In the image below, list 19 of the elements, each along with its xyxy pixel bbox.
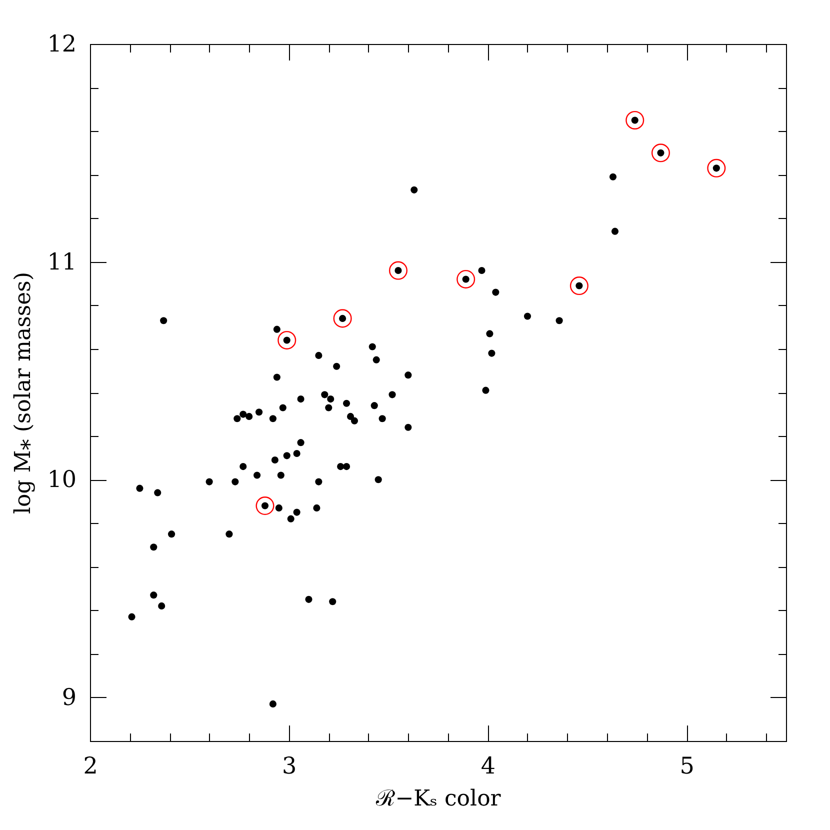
x-axis-title: ℛ−Kₛ color — [375, 786, 502, 812]
y-tick-label: 11 — [47, 249, 76, 276]
point — [256, 496, 274, 516]
y-tick-label: 12 — [47, 32, 76, 58]
point — [626, 110, 644, 130]
point — [707, 158, 726, 178]
point — [278, 330, 296, 350]
point — [456, 270, 476, 288]
x-tick-label: 2 — [83, 754, 98, 780]
y-tick-label: 10 — [47, 467, 76, 494]
point — [333, 309, 352, 328]
x-tick-label: 4 — [480, 754, 496, 780]
point — [388, 261, 408, 280]
point — [570, 276, 588, 296]
x-tick-label: 5 — [680, 754, 694, 780]
y-axis-title: log M⁎ (solar masses) — [11, 272, 36, 514]
point — [651, 144, 670, 162]
x-tick-label: 3 — [282, 754, 297, 780]
y-tick-label: 9 — [62, 684, 76, 711]
